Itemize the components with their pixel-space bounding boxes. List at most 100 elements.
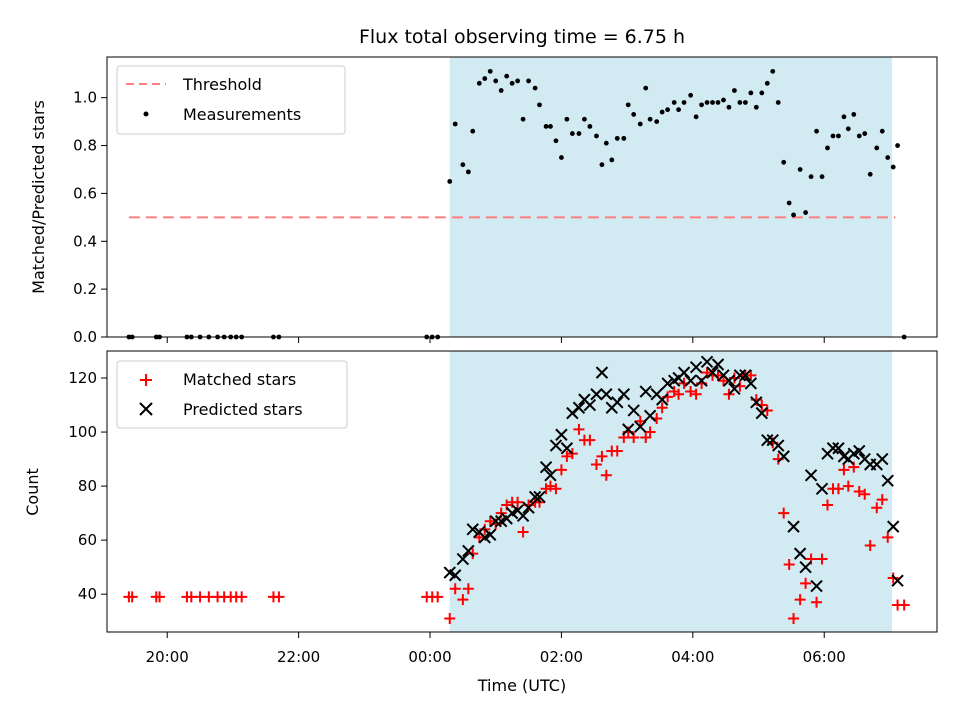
measurement-point [487,68,493,74]
predicted-star-marker [522,501,535,514]
measurement-point [681,100,687,105]
predicted-star-marker [590,388,603,401]
measurement-point [564,116,570,122]
matched-star-marker [644,426,656,438]
measurement-point [885,155,891,160]
measurement-point [465,169,471,175]
measurement-point [841,114,847,120]
measurement-point [710,100,715,105]
measurement-point [775,100,781,105]
predicted-star-marker [761,433,774,447]
predicted-star-marker [684,374,697,387]
predicted-star-marker [528,490,542,504]
measurement-point [737,100,743,105]
measurement-point [867,171,873,177]
measurement-point [631,112,637,117]
measurement-point [704,100,710,105]
measurement-point [845,126,851,132]
matched-star-marker [634,415,646,427]
matched-star-marker [859,488,871,500]
measurement-point [665,107,671,113]
matched-star-marker [555,464,567,476]
matched-star-marker [656,402,668,414]
legend-predicted-label: Predicted stars [183,400,303,419]
measurement-point [781,159,787,165]
predicted-star-marker [661,377,674,390]
matched-star-marker [822,499,834,511]
measurement-point [543,124,549,129]
measurement-point [609,157,615,163]
y-tick-label: 100 [68,423,97,441]
x-axis-label: Time (UTC) [477,676,566,695]
predicted-star-marker [655,393,669,406]
matched-star-marker [842,480,854,492]
matched-star-marker [832,483,844,495]
measurement-point [676,107,681,113]
predicted-star-marker [516,509,530,523]
bottom-panel: 40 60 80 100 120 20:00 22:00 00:00 02:00 04:00 06… [23,350,938,695]
predicted-star-marker [881,474,894,487]
matched-star-marker [462,583,474,595]
matched-star-marker [236,591,248,603]
top-x-ticks [166,337,825,343]
matched-star-marker [449,583,461,595]
measurement-point [532,85,538,91]
predicted-star-marker [700,355,714,369]
measurement-point [699,102,704,108]
bottom-legend: Matched stars Predicted stars [116,360,348,429]
top-panel: 0.0 0.2 0.4 0.6 0.8 1.0 Matched/Predicted sta… [29,56,938,346]
predicted-star-marker [456,552,470,566]
predicted-star-marker [706,366,719,379]
measurement-point [548,124,553,129]
measurement-point [890,164,896,170]
predicted-star-marker [739,369,752,382]
predicted-star-marker [622,423,635,436]
predicted-star-marker [555,428,568,441]
matched-star-marker [816,553,828,565]
measurement-point [770,68,776,74]
predicted-star-marker [695,374,708,387]
measurement-point [874,145,880,151]
y-tick-label: 0.8 [73,137,97,155]
matched-star-marker [800,577,812,589]
matched-star-marker [467,548,479,560]
predicted-star-marker [466,523,479,536]
matched-star-marker [876,494,888,506]
matched-star-marker [838,464,850,476]
y-tick-label: 0.2 [73,280,97,298]
matched-star-marker [673,388,685,400]
measurement-point [654,119,660,125]
measurement-point [715,100,721,105]
predicted-star-marker [489,515,502,528]
matched-star-marker [550,483,562,495]
predicted-star-marker [711,358,725,371]
matched-star-marker [596,450,608,462]
measurement-point [594,133,599,139]
measurement-point [688,92,694,98]
legend-measurements-label: Measurements [183,105,301,124]
measurement-point [515,78,521,84]
legend-predicted-swatch [139,402,153,416]
predicted-star-marker [804,469,818,482]
measurement-point [509,80,515,86]
measurement-point [447,179,453,184]
predicted-star-marker [484,528,497,541]
measurement-point [791,212,796,218]
x-tick-label: 22:00 [277,648,320,666]
predicted-star-marker [572,401,586,414]
measurement-point [721,97,726,103]
measurement-point [493,78,499,84]
predicted-star-marker [853,444,866,458]
measurement-point [851,112,857,117]
top-legend-box [116,65,346,135]
matched-star-marker [783,558,795,570]
measurement-point [764,80,770,86]
predicted-star-marker [639,385,652,398]
measurement-point [460,162,466,168]
matched-star-marker [778,507,790,519]
measurement-point [537,102,542,108]
measurement-point [647,116,653,122]
legend-threshold-label: Threshold [182,75,262,94]
predicted-star-marker [595,366,609,379]
